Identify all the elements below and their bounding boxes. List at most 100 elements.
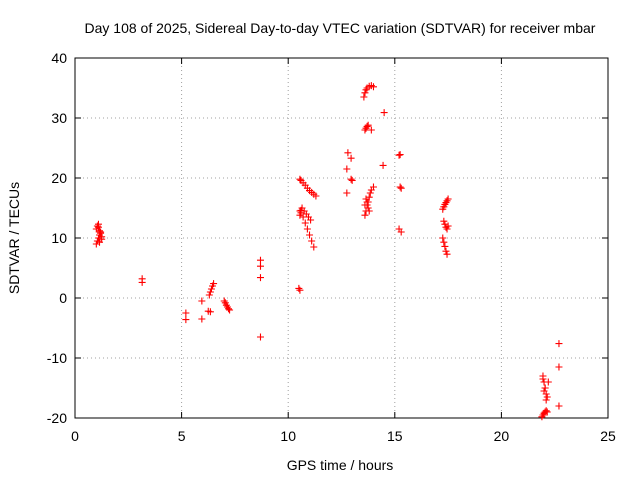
data-point xyxy=(543,393,551,401)
data-point xyxy=(366,189,374,197)
data-point xyxy=(301,219,309,227)
data-point xyxy=(364,121,372,129)
data-point xyxy=(362,195,370,203)
data-point xyxy=(210,280,218,288)
axis-ticks xyxy=(74,57,609,419)
data-point xyxy=(344,149,352,157)
data-point xyxy=(343,165,351,173)
data-point xyxy=(206,308,214,316)
data-point xyxy=(97,229,105,237)
data-point xyxy=(343,189,351,197)
data-point xyxy=(225,305,233,313)
data-point xyxy=(443,225,451,233)
data-point xyxy=(542,396,550,404)
data-point xyxy=(98,233,106,241)
data-point xyxy=(364,204,372,212)
data-point xyxy=(441,242,449,250)
data-point xyxy=(542,407,550,415)
data-point xyxy=(379,161,387,169)
x-tick-label: 5 xyxy=(178,428,186,444)
data-point xyxy=(307,216,315,224)
data-point xyxy=(306,231,314,239)
data-point xyxy=(96,238,104,246)
data-point xyxy=(397,228,405,236)
data-point xyxy=(555,340,563,348)
data-point xyxy=(361,211,369,219)
data-point xyxy=(440,238,448,246)
x-tick-label: 25 xyxy=(600,428,616,444)
data-point xyxy=(94,220,102,228)
data-point xyxy=(369,83,377,91)
data-point xyxy=(380,109,388,117)
data-point xyxy=(256,333,264,341)
x-tick-labels: 0 5 10 15 20 25 xyxy=(71,428,616,444)
data-point xyxy=(312,192,320,200)
data-point xyxy=(308,237,316,245)
data-point xyxy=(444,222,452,230)
x-tick-label: 15 xyxy=(387,428,403,444)
data-point xyxy=(198,297,206,305)
data-point xyxy=(347,175,355,183)
data-point xyxy=(543,408,551,416)
data-point xyxy=(396,183,404,191)
data-point xyxy=(444,195,452,203)
data-point xyxy=(296,175,304,183)
data-point xyxy=(544,378,552,386)
data-point xyxy=(363,198,371,206)
data-point xyxy=(442,247,450,255)
data-point xyxy=(443,250,451,258)
data-point xyxy=(367,126,375,134)
x-axis-label: GPS time / hours xyxy=(287,457,394,473)
data-point xyxy=(256,262,264,270)
data-point xyxy=(296,211,304,219)
data-point xyxy=(395,151,403,159)
data-point xyxy=(198,315,206,323)
data-point xyxy=(138,278,146,286)
data-point xyxy=(205,291,213,299)
data-point xyxy=(182,316,190,324)
data-point xyxy=(310,243,318,251)
data-point xyxy=(348,176,356,184)
y-axis-label: SDTVAR / TECUs xyxy=(6,182,22,294)
data-point xyxy=(303,225,311,233)
data-point xyxy=(206,288,214,296)
data-point xyxy=(555,402,563,410)
data-point xyxy=(539,375,547,383)
chart-title: Day 108 of 2025, Sidereal Day-to-day VTE… xyxy=(85,20,596,36)
data-point xyxy=(296,286,304,294)
y-tick-label: 20 xyxy=(51,170,67,186)
data-point xyxy=(207,285,215,293)
data-point xyxy=(397,184,405,192)
y-tick-label: 10 xyxy=(51,230,67,246)
y-tick-label: -20 xyxy=(47,410,67,426)
y-tick-label: 30 xyxy=(51,110,67,126)
data-point xyxy=(369,183,377,191)
data-point xyxy=(363,122,371,130)
grid xyxy=(75,58,608,418)
y-tick-label: -10 xyxy=(47,350,67,366)
data-point xyxy=(396,151,404,159)
data-point xyxy=(555,363,563,371)
x-tick-label: 10 xyxy=(280,428,296,444)
data-point xyxy=(439,234,447,242)
data-point xyxy=(226,306,234,314)
data-point xyxy=(347,154,355,162)
y-tick-labels: -20 -10 0 10 20 30 40 xyxy=(47,50,67,426)
data-point xyxy=(256,274,264,282)
data-point xyxy=(365,207,373,215)
data-point xyxy=(94,234,102,242)
data-point xyxy=(540,387,548,395)
x-tick-label: 0 xyxy=(71,428,79,444)
data-point xyxy=(361,89,369,97)
data-point xyxy=(182,309,190,317)
data-point xyxy=(541,384,549,392)
y-tick-label: 40 xyxy=(51,50,67,66)
y-tick-label: 0 xyxy=(59,290,67,306)
data-points xyxy=(92,82,563,421)
data-point xyxy=(440,217,448,225)
data-point xyxy=(360,93,368,101)
x-tick-label: 20 xyxy=(494,428,510,444)
data-point xyxy=(256,256,264,264)
